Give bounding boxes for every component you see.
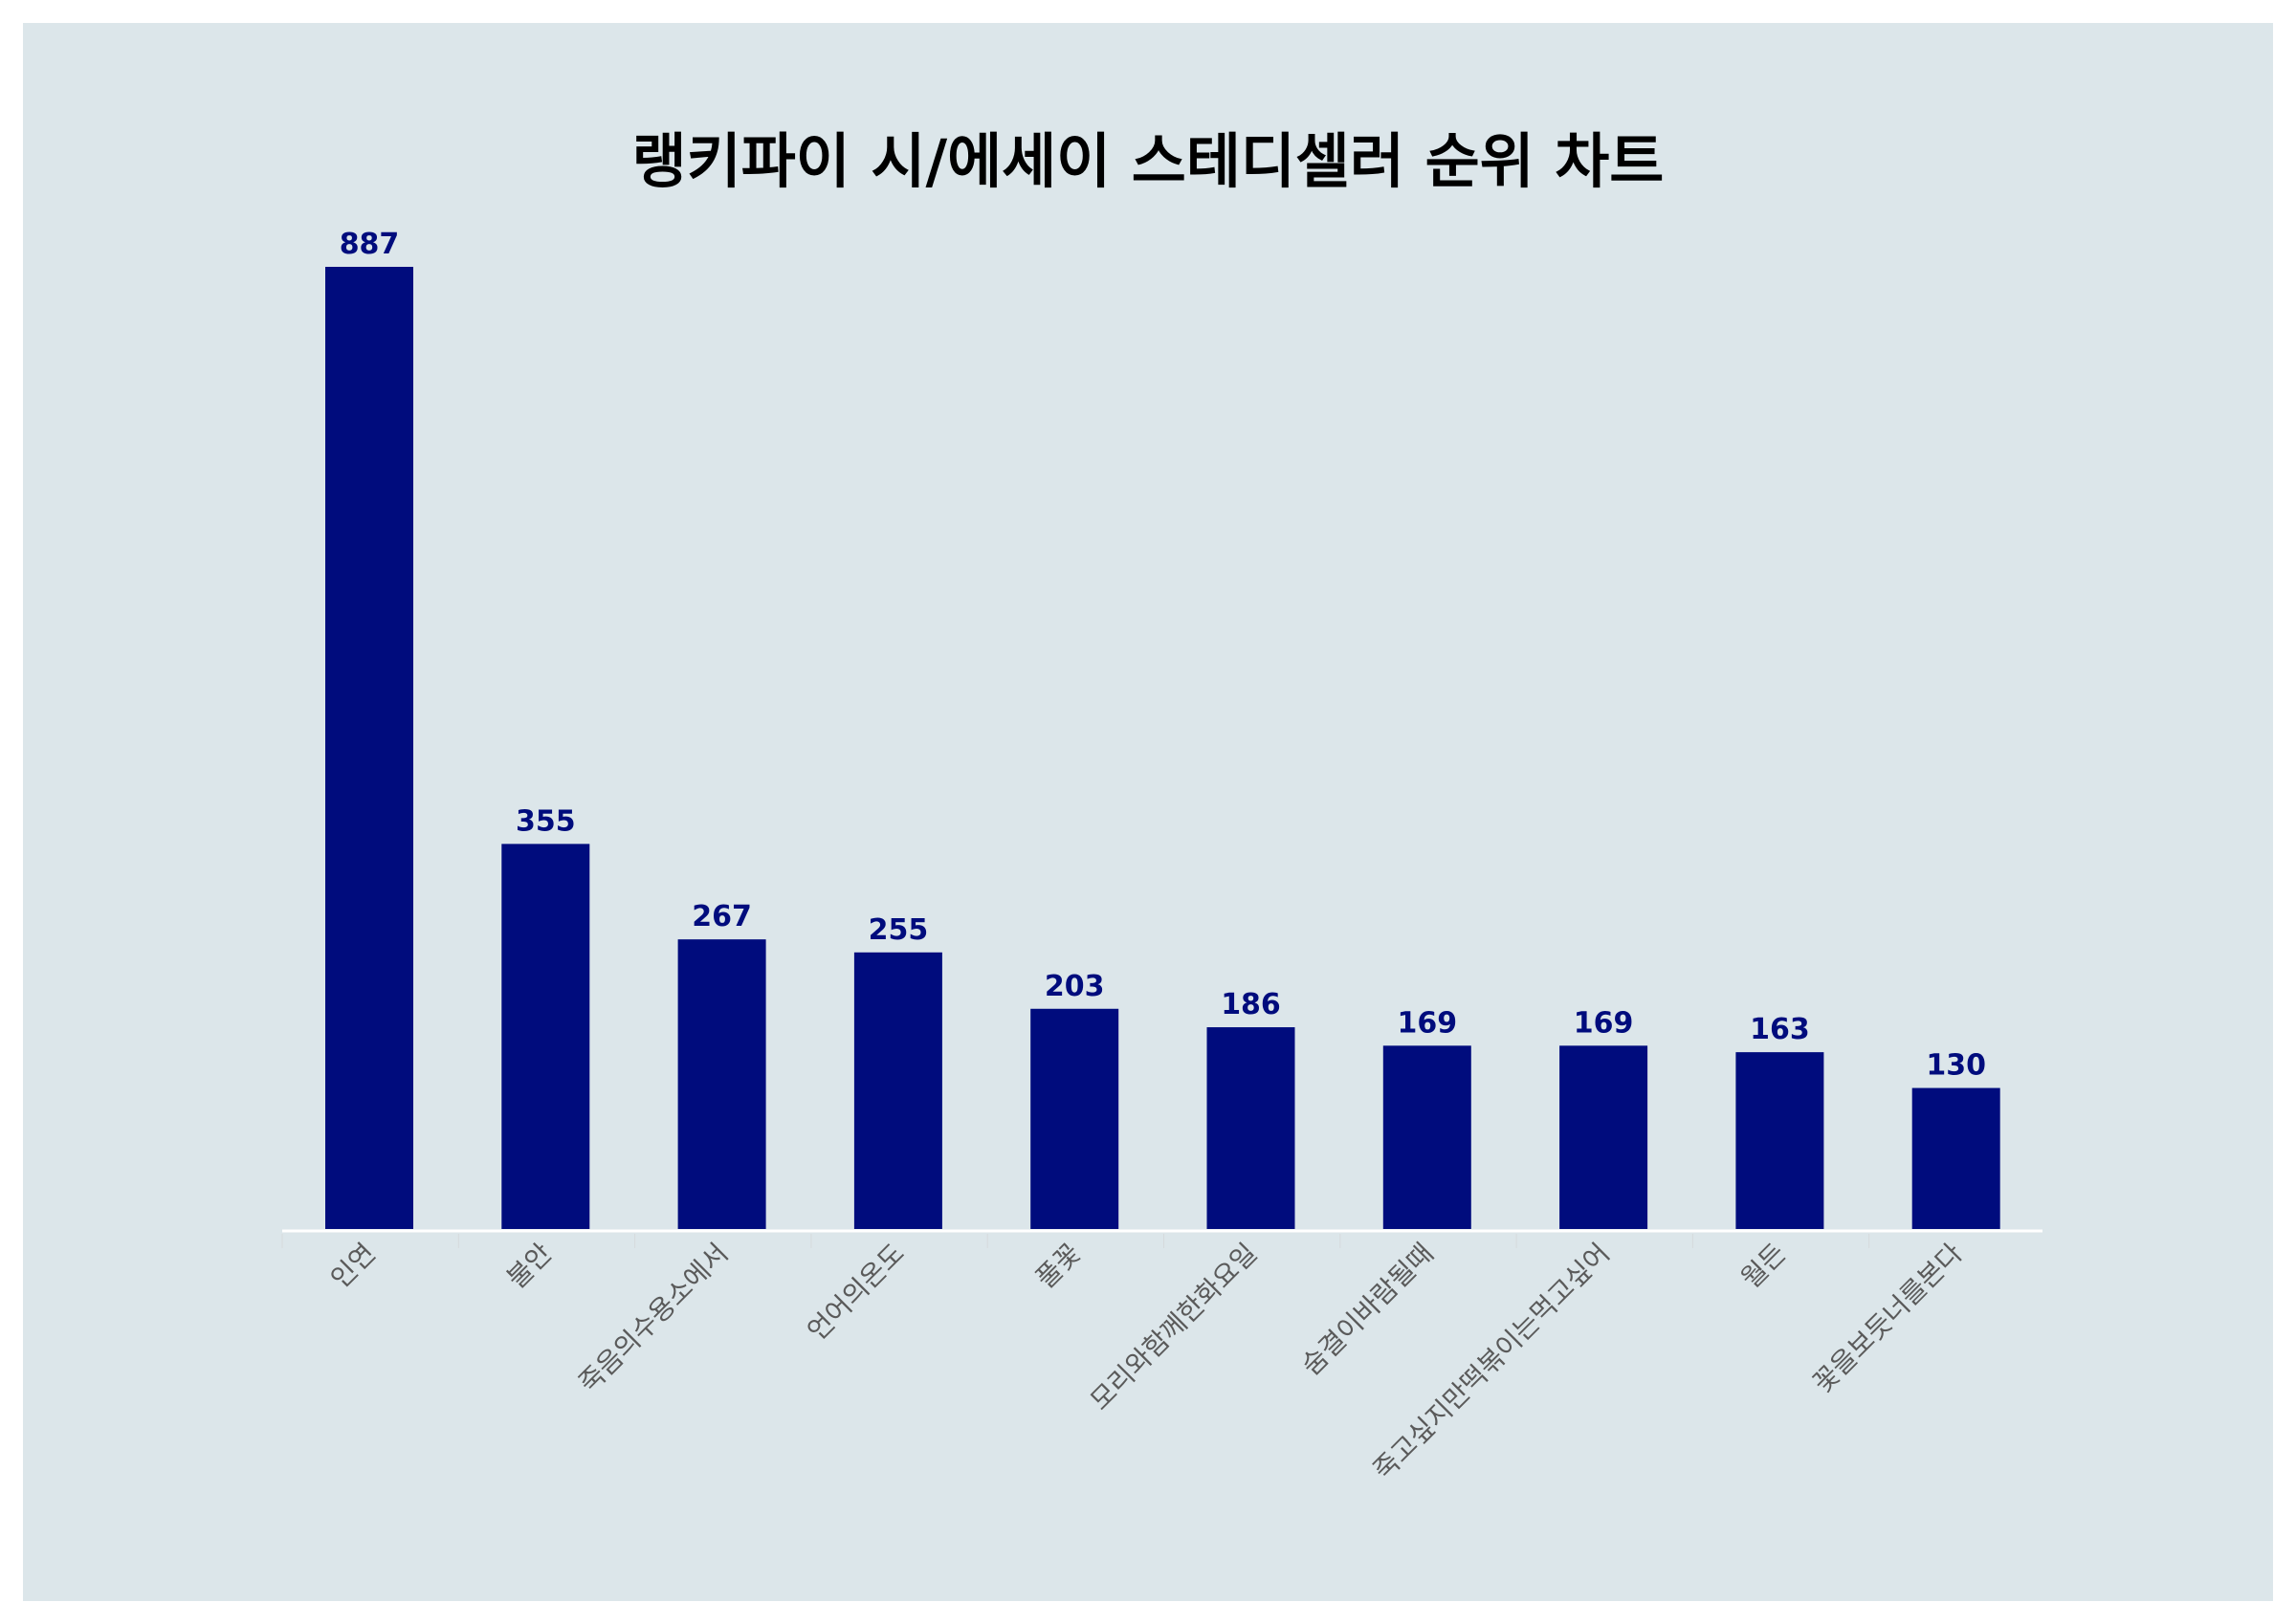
bar — [1735, 1052, 1824, 1229]
bar — [325, 267, 413, 1229]
chart-title: 랭키파이 시/에세이 스테디셀러 순위 차트 — [632, 126, 1665, 196]
bar — [1559, 1045, 1648, 1229]
data-label: 169 — [1574, 1006, 1634, 1040]
data-label: 267 — [692, 900, 752, 933]
bar — [677, 939, 766, 1229]
bar — [1382, 1045, 1471, 1229]
data-label: 163 — [1750, 1013, 1810, 1046]
data-label: 130 — [1926, 1049, 1986, 1083]
data-label: 887 — [340, 228, 400, 261]
data-label: 203 — [1045, 970, 1105, 1003]
bar — [1206, 1027, 1295, 1229]
bar — [501, 844, 590, 1229]
data-label: 255 — [869, 913, 929, 947]
bars-group: 887 355 267 255 203 186 169 169 163 130 — [325, 228, 2000, 1229]
bar — [1911, 1087, 2000, 1229]
bar — [1030, 1008, 1119, 1229]
bar — [853, 952, 942, 1229]
data-label: 169 — [1397, 1006, 1457, 1040]
data-label: 186 — [1221, 988, 1281, 1021]
data-label: 355 — [516, 804, 576, 838]
